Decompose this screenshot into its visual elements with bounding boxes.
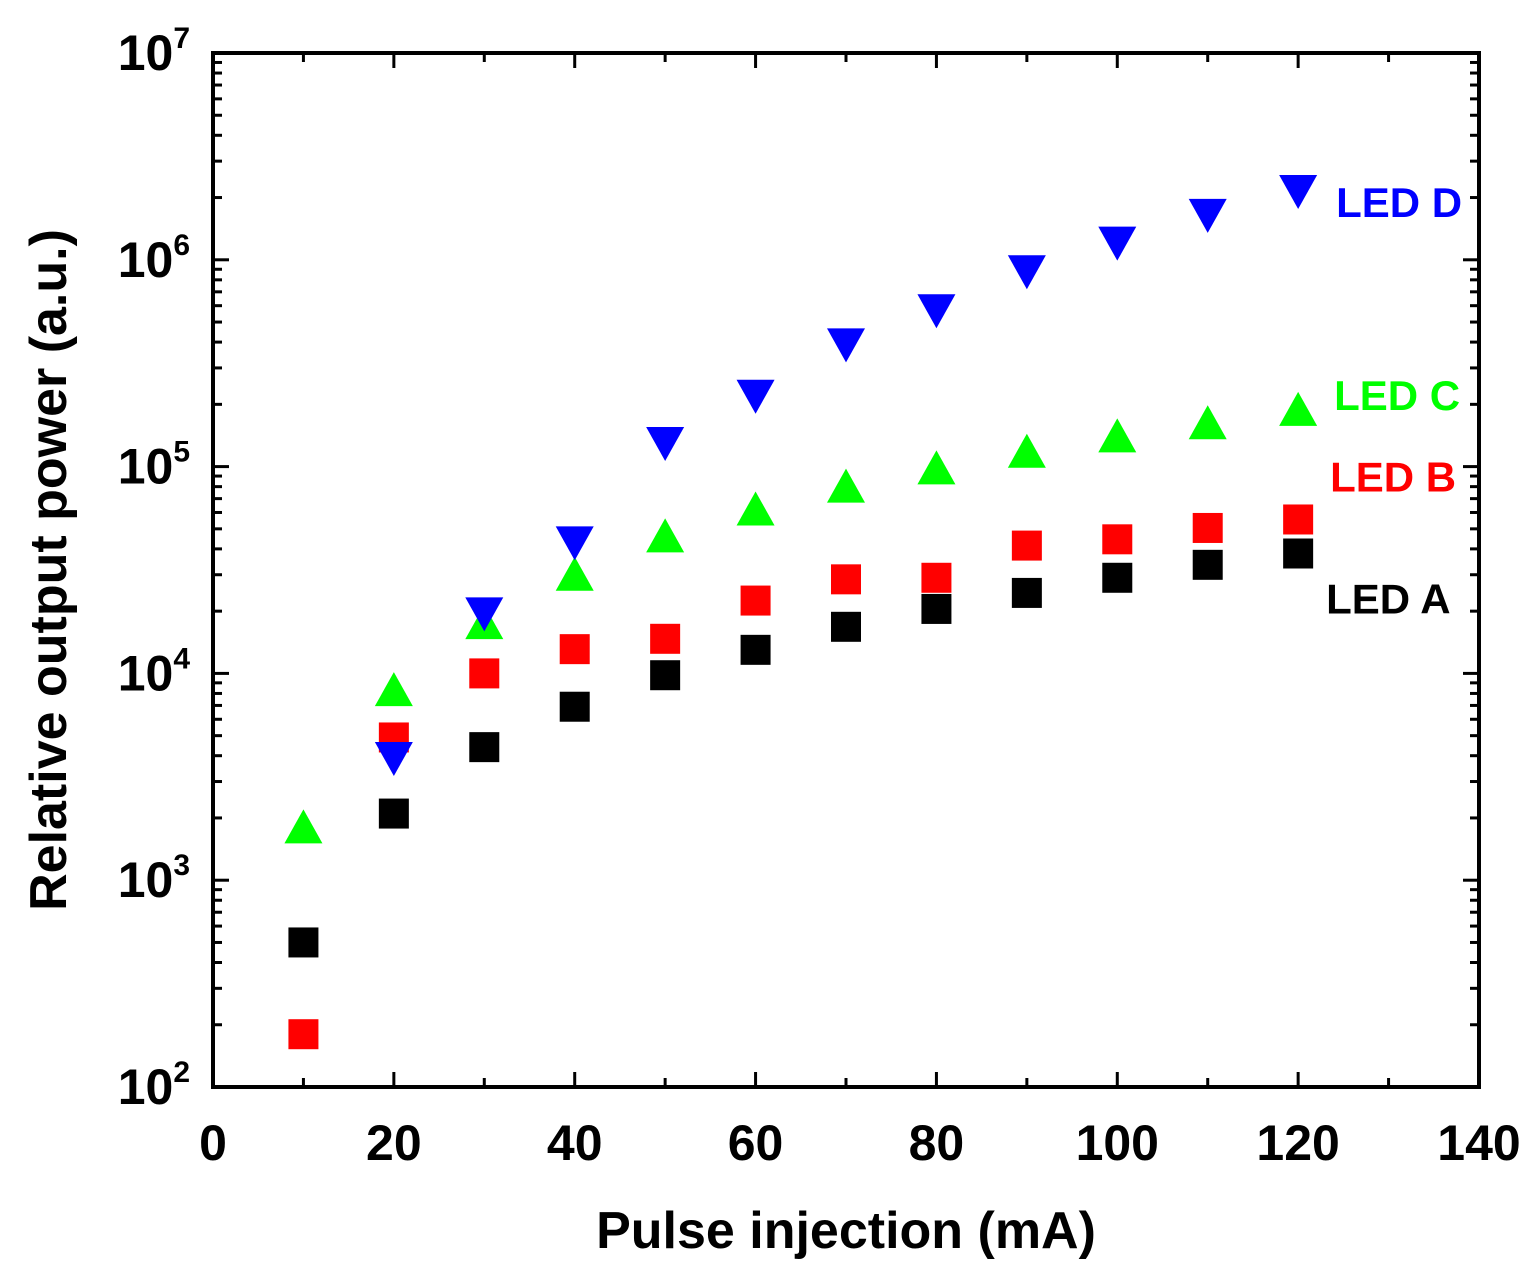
data-point xyxy=(1098,226,1137,261)
x-tick-label: 120 xyxy=(1256,1115,1339,1171)
data-point xyxy=(469,658,500,689)
data-point xyxy=(374,672,413,707)
y-tick-label: 103 xyxy=(118,849,190,908)
data-point xyxy=(917,294,956,329)
data-point xyxy=(374,741,413,776)
series-labels: LED A LED B LED C LED D xyxy=(1326,179,1462,622)
data-point xyxy=(1279,391,1318,426)
data-point xyxy=(650,660,681,691)
data-point xyxy=(740,585,771,616)
data-point xyxy=(827,328,865,363)
data-point xyxy=(1279,175,1318,210)
series-label: LED B xyxy=(1330,453,1456,500)
data-point xyxy=(1188,198,1227,233)
data-point xyxy=(1192,549,1223,580)
x-tick-label: 20 xyxy=(366,1115,422,1171)
x-tick-label: 80 xyxy=(909,1115,965,1171)
y-tick-label: 107 xyxy=(118,22,190,81)
y-tick-label: 102 xyxy=(118,1056,190,1115)
data-point xyxy=(1192,512,1223,543)
x-tick-label: 100 xyxy=(1076,1115,1159,1171)
x-tick-label: 60 xyxy=(728,1115,784,1171)
data-point xyxy=(1283,538,1314,569)
data-point xyxy=(917,450,956,485)
series-led-a xyxy=(288,538,1314,958)
y-axis-title: Relative output power (a.u.) xyxy=(20,229,78,911)
data-point xyxy=(559,634,590,665)
plot-frame xyxy=(211,51,1481,1089)
data-point xyxy=(1011,530,1042,561)
y-tick-label: 105 xyxy=(118,436,190,495)
x-axis-title: Pulse injection (mA) xyxy=(596,1202,1096,1260)
data-point xyxy=(831,611,861,642)
x-tick-label: 140 xyxy=(1437,1115,1520,1171)
data-point xyxy=(650,623,681,654)
y-tick-labels: 102 103 104 105 106 107 xyxy=(118,22,191,1115)
data-point xyxy=(555,556,594,591)
data-point xyxy=(646,518,685,553)
data-point xyxy=(740,634,771,665)
y-tick-label: 106 xyxy=(118,229,190,288)
data-point xyxy=(646,427,685,462)
data-point xyxy=(288,927,319,958)
data-point xyxy=(469,732,500,763)
y-tick-label: 104 xyxy=(118,642,191,701)
data-point xyxy=(921,593,952,624)
series-led-c xyxy=(284,391,1318,844)
data-points xyxy=(284,175,1318,1050)
data-point xyxy=(736,379,775,414)
x-tick-label: 40 xyxy=(547,1115,603,1171)
series-led-d xyxy=(374,175,1318,776)
data-point xyxy=(1102,524,1133,555)
data-point xyxy=(1188,405,1227,440)
data-point xyxy=(921,562,952,593)
series-label: LED D xyxy=(1336,179,1462,226)
x-tick-labels: 0 20 40 60 80 100 120 140 xyxy=(199,1115,1521,1171)
data-point xyxy=(1007,255,1046,290)
data-point xyxy=(736,491,775,526)
data-point xyxy=(1102,562,1133,593)
data-point xyxy=(465,597,504,632)
data-point xyxy=(559,691,590,722)
data-point xyxy=(1283,504,1314,535)
data-point xyxy=(288,1019,319,1050)
data-point xyxy=(378,798,409,829)
data-point xyxy=(831,564,861,595)
series-label: LED C xyxy=(1334,372,1460,419)
data-point xyxy=(1098,418,1137,453)
data-point xyxy=(1011,577,1042,608)
x-tick-label: 0 xyxy=(199,1115,227,1171)
series-led-b xyxy=(288,504,1314,1050)
data-point xyxy=(284,809,323,844)
data-point xyxy=(555,526,594,561)
series-label: LED A xyxy=(1326,576,1450,623)
data-point xyxy=(1007,433,1046,468)
data-point xyxy=(827,468,865,503)
